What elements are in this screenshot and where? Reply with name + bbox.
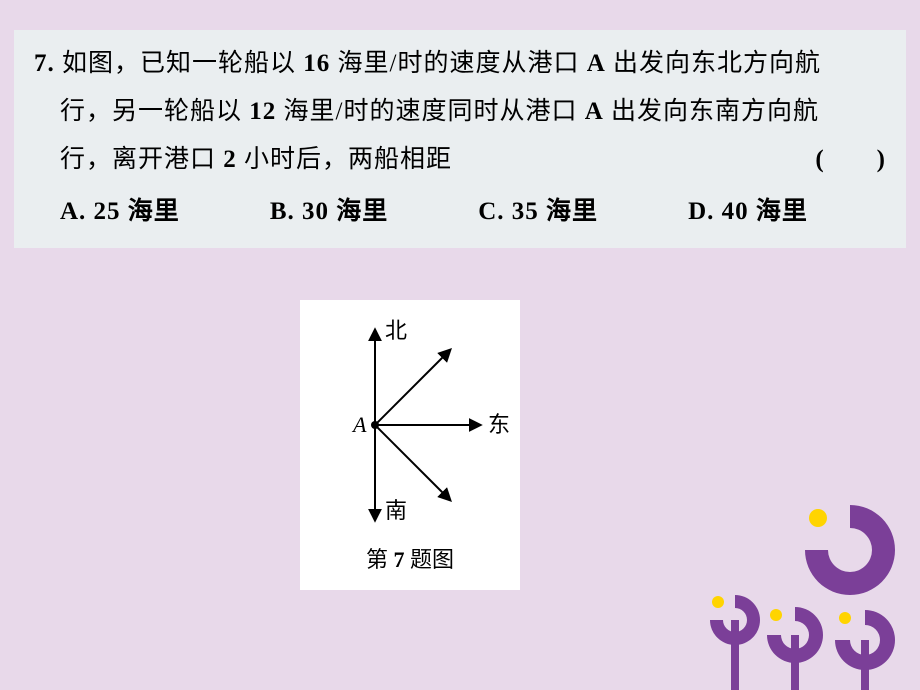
option-a: A. 25 海里 <box>60 188 180 236</box>
decoration-icon <box>640 490 920 690</box>
question-line-3: 行，离开港口 2 小时后，两船相距 ( ) <box>34 136 886 184</box>
question-text: 7. 如图，已知一轮船以 16 海里/时的速度从港口 A 出发向东北方向航 行，… <box>34 40 886 184</box>
point-a-dot <box>371 421 379 429</box>
option-c: C. 35 海里 <box>478 188 598 236</box>
southeast-line <box>375 425 450 500</box>
text-frag: 出发向东北方向航 <box>606 50 821 77</box>
label-north: 北 <box>385 318 407 343</box>
label-a: A <box>351 412 367 437</box>
question-number: 7. <box>34 50 55 77</box>
port-a: A <box>585 98 604 125</box>
figure-caption: 第 7 题图 <box>366 542 454 574</box>
option-d: D. 40 海里 <box>688 188 808 236</box>
question-box: 7. 如图，已知一轮船以 16 海里/时的速度从港口 A 出发向东北方向航 行，… <box>14 30 906 248</box>
text-frag: 行，离开港口 2 小时后，两船相距 <box>60 136 452 184</box>
compass-diagram: A 北 南 东 <box>300 300 520 540</box>
text-frag: 行，另一轮船以 <box>60 98 249 125</box>
port-a: A <box>587 50 606 77</box>
answer-paren: ( ) <box>815 136 886 184</box>
speed-2: 12 <box>249 98 276 125</box>
question-line-2: 行，另一轮船以 12 海里/时的速度同时从港口 A 出发向东南方向航 <box>34 88 886 136</box>
text-frag: 海里/时的速度同时从港口 <box>276 98 584 125</box>
text-frag: 出发向东南方向航 <box>604 98 819 125</box>
question-line-1: 7. 如图，已知一轮船以 16 海里/时的速度从港口 A 出发向东北方向航 <box>34 40 886 88</box>
speed-1: 16 <box>303 50 330 77</box>
hours: 2 <box>223 146 237 173</box>
northeast-line <box>375 350 450 425</box>
label-east: 东 <box>488 412 510 437</box>
text-frag: 海里/时的速度从港口 <box>330 50 586 77</box>
label-south: 南 <box>385 498 407 523</box>
text-frag: 如图，已知一轮船以 <box>62 50 303 77</box>
option-b: B. 30 海里 <box>270 188 388 236</box>
options-row: A. 25 海里 B. 30 海里 C. 35 海里 D. 40 海里 <box>34 188 886 236</box>
figure-box: A 北 南 东 第 7 题图 <box>300 300 520 590</box>
